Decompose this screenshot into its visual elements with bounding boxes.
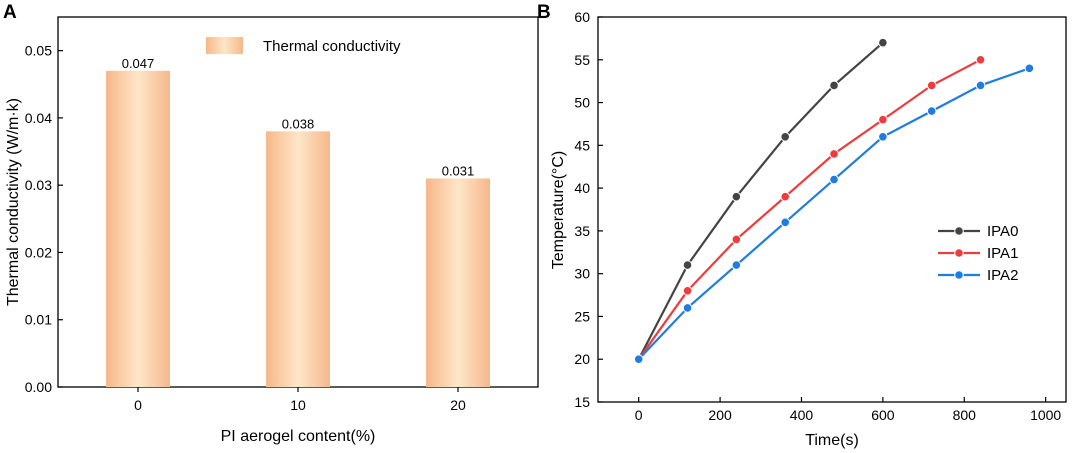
chart-b-legend: IPA0 IPA1 IPA2 — [938, 223, 1018, 284]
chart-a-xtick-label: 20 — [450, 397, 466, 413]
bar — [266, 131, 330, 387]
data-point-ipa2 — [731, 260, 742, 270]
chart-b-ytick-label: 25 — [574, 308, 590, 324]
data-point-ipa2 — [926, 106, 937, 116]
chart-b-ytick-label: 40 — [574, 180, 590, 196]
legend-label-ipa1: IPA1 — [987, 245, 1018, 262]
bar-data-label: 0.038 — [282, 116, 315, 131]
data-point-ipa2 — [780, 217, 791, 228]
data-point-ipa2 — [633, 354, 644, 365]
data-point-ipa0 — [878, 37, 888, 48]
chart-b-xtick-label: 0 — [635, 407, 643, 423]
bar-data-label: 0.031 — [442, 163, 475, 178]
chart-a-xlabel: PI aerogel content(%) — [221, 428, 376, 445]
bar — [426, 178, 490, 387]
chart-b-xlabel: Time(s) — [805, 432, 859, 449]
panel-b-label: B — [537, 2, 551, 23]
bar-data-label: 0.047 — [122, 56, 155, 71]
chart-b-ytick-label: 45 — [574, 137, 590, 153]
chart-b-xtick-label: 400 — [790, 407, 814, 423]
chart-a-xtick-label: 10 — [290, 397, 306, 413]
data-point-ipa2 — [878, 131, 888, 142]
chart-b: 15 20 25 30 35 40 45 50 55 60 0 200 400 600 800 1000 T… — [550, 9, 1067, 449]
chart-b-ytick-label: 35 — [574, 223, 590, 239]
data-point-ipa2 — [829, 174, 839, 185]
legend-label-ipa2: IPA2 — [987, 267, 1018, 284]
legend-marker-ipa0 — [954, 226, 964, 236]
chart-a-ytick-label: 0.02 — [25, 244, 52, 260]
chart-b-xtick-label: 200 — [708, 407, 732, 423]
data-point-ipa0 — [682, 260, 693, 270]
data-point-ipa1 — [878, 114, 888, 125]
data-point-ipa2 — [975, 80, 986, 91]
chart-b-ytick-label: 55 — [574, 52, 590, 68]
panel-a-label: A — [3, 2, 17, 23]
legend-marker-ipa1 — [954, 248, 964, 258]
legend-marker-ipa2 — [954, 270, 964, 280]
chart-a-xtick-label: 0 — [134, 397, 142, 413]
legend-label-thermal: Thermal conductivity — [263, 38, 401, 55]
chart-b-xtick-label: 800 — [953, 407, 977, 423]
chart-a-ytick-label: 0.01 — [25, 312, 52, 328]
data-point-ipa2 — [1024, 63, 1035, 74]
chart-a-ytick-label: 0.05 — [25, 43, 52, 59]
series-line-ipa0 — [637, 41, 884, 360]
series-line-ipa2 — [637, 67, 1030, 360]
data-point-ipa1 — [731, 234, 742, 245]
chart-a-legend: Thermal conductivity — [206, 37, 401, 55]
data-point-ipa1 — [975, 54, 986, 65]
chart-b-ytick-label: 30 — [574, 266, 590, 282]
data-point-ipa1 — [780, 191, 791, 202]
chart-b-ylabel: Temperature(°C) — [550, 151, 567, 269]
data-point-ipa0 — [780, 131, 791, 142]
data-point-ipa1 — [926, 80, 937, 91]
chart-a-ytick-label: 0.04 — [25, 110, 52, 126]
data-point-ipa1 — [829, 149, 839, 159]
chart-b-ytick-label: 50 — [574, 95, 590, 111]
chart-b-ytick-label: 60 — [574, 9, 590, 25]
data-point-ipa2 — [682, 303, 693, 313]
chart-b-ytick-label: 20 — [574, 351, 590, 367]
data-point-ipa1 — [682, 285, 693, 296]
chart-a-ylabel: Thermal conductivity (W/m·k) — [5, 98, 22, 306]
legend-label-ipa0: IPA0 — [987, 223, 1018, 240]
legend-swatch-thermal — [206, 37, 243, 54]
chart-a: 0.047 0.038 0.031 0.00 0.01 0.02 0.03 0.04 0.05… — [5, 16, 539, 445]
chart-a-ytick-label: 0.00 — [25, 379, 52, 395]
series-line-ipa1 — [637, 58, 982, 360]
bar — [106, 70, 170, 388]
chart-b-xtick-label: 1000 — [1030, 407, 1061, 423]
data-point-ipa0 — [829, 80, 839, 91]
chart-a-ytick-label: 0.03 — [25, 177, 52, 193]
data-point-ipa0 — [731, 191, 742, 202]
chart-b-xtick-label: 600 — [871, 407, 895, 423]
chart-b-frame — [597, 16, 1067, 403]
chart-b-ytick-label: 15 — [574, 394, 590, 410]
